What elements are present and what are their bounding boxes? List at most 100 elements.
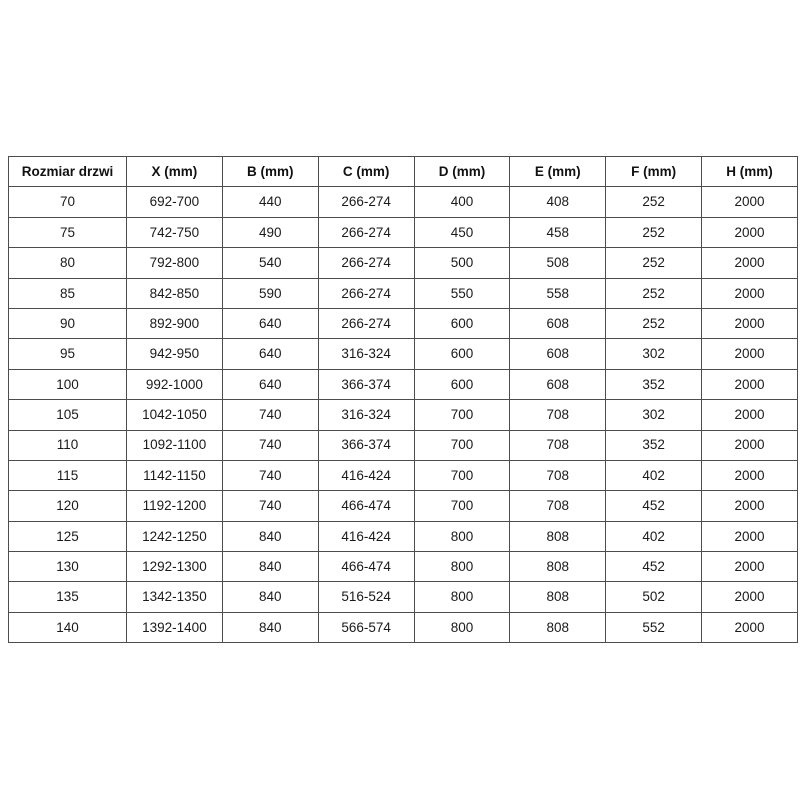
- table-cell: 402: [605, 459, 703, 492]
- table-cell: 266-274: [317, 216, 415, 249]
- table-cell: 266-274: [317, 186, 415, 218]
- table-cell: 708: [509, 490, 607, 522]
- table-cell: 302: [605, 338, 703, 370]
- table-cell: 808: [509, 611, 607, 644]
- table-cell: 140: [8, 611, 127, 644]
- table-row: 95 942-950 640 316-324 600 608 302 2000: [8, 338, 798, 370]
- table-row: 110 1092-1100 740 366-374 700 708 352 2000: [8, 429, 798, 461]
- table-row: 90 892-900 640 266-274 600 608 252 2000: [8, 307, 798, 340]
- table-cell: 452: [605, 551, 703, 583]
- table-cell: 708: [509, 399, 607, 431]
- table-cell: 508: [509, 247, 607, 279]
- table-row: 80 792-800 540 266-274 500 508 252 2000: [8, 247, 798, 279]
- table-cell: 742-750: [126, 216, 223, 249]
- table-cell: 566-574: [317, 611, 415, 644]
- table-cell: 708: [509, 459, 607, 492]
- table-cell: 840: [221, 551, 319, 583]
- table-cell: 252: [605, 277, 703, 309]
- table-row: 140 1392-1400 840 566-574 800 808 552 2000: [8, 611, 798, 644]
- table-cell: 740: [221, 459, 319, 492]
- table-cell: 440: [221, 186, 319, 218]
- table-row: 70 692-700 440 266-274 400 408 252 2000: [8, 186, 798, 218]
- table-cell: 352: [605, 368, 703, 401]
- table-cell: 366-374: [317, 429, 415, 461]
- table-row: 75 742-750 490 266-274 450 458 252 2000: [8, 216, 798, 249]
- table-cell: 2000: [701, 429, 798, 461]
- table-cell: 600: [413, 307, 511, 340]
- table-cell: 1092-1100: [126, 429, 223, 461]
- table-cell: 135: [8, 581, 127, 613]
- table-cell: 2000: [701, 611, 798, 644]
- column-header: Rozmiar drzwi: [8, 155, 127, 188]
- table-row: 105 1042-1050 740 316-324 700 708 302 2000: [8, 399, 798, 431]
- table-cell: 708: [509, 429, 607, 461]
- table-cell: 252: [605, 307, 703, 340]
- table-cell: 80: [8, 247, 127, 279]
- table-cell: 552: [605, 611, 703, 644]
- table-cell: 808: [509, 551, 607, 583]
- column-header: E (mm): [509, 155, 607, 188]
- table-cell: 120: [8, 490, 127, 522]
- header-row: Rozmiar drzwi X (mm) B (mm) C (mm) D (mm) E (…: [8, 155, 798, 188]
- table-cell: 692-700: [126, 186, 223, 218]
- table-row: 135 1342-1350 840 516-524 800 808 502 2000: [8, 581, 798, 613]
- table-cell: 792-800: [126, 247, 223, 279]
- column-header: F (mm): [605, 155, 703, 188]
- table-cell: 2000: [701, 277, 798, 309]
- column-header: B (mm): [221, 155, 319, 188]
- table-cell: 402: [605, 520, 703, 553]
- table-cell: 2000: [701, 399, 798, 431]
- table-cell: 110: [8, 429, 127, 461]
- table-cell: 85: [8, 277, 127, 309]
- table-cell: 2000: [701, 186, 798, 218]
- table-cell: 366-374: [317, 368, 415, 401]
- column-header: H (mm): [701, 155, 798, 188]
- table-cell: 490: [221, 216, 319, 249]
- door-size-table: Rozmiar drzwi X (mm) B (mm) C (mm) D (mm) E (…: [8, 155, 798, 644]
- table-cell: 808: [509, 581, 607, 613]
- table-cell: 252: [605, 216, 703, 249]
- table-cell: 740: [221, 490, 319, 522]
- table-cell: 2000: [701, 581, 798, 613]
- table-cell: 1242-1250: [126, 520, 223, 553]
- table-cell: 740: [221, 399, 319, 431]
- table-cell: 252: [605, 247, 703, 279]
- table-cell: 892-900: [126, 307, 223, 340]
- table-cell: 590: [221, 277, 319, 309]
- table-cell: 800: [413, 551, 511, 583]
- table-cell: 502: [605, 581, 703, 613]
- table-cell: 115: [8, 459, 127, 492]
- column-header: X (mm): [126, 155, 223, 188]
- table-cell: 2000: [701, 247, 798, 279]
- table-cell: 2000: [701, 338, 798, 370]
- table-cell: 400: [413, 186, 511, 218]
- table-row: 100 992-1000 640 366-374 600 608 352 2000: [8, 368, 798, 401]
- table-cell: 540: [221, 247, 319, 279]
- table-cell: 640: [221, 338, 319, 370]
- table-cell: 800: [413, 581, 511, 613]
- table-row: 85 842-850 590 266-274 550 558 252 2000: [8, 277, 798, 309]
- table-cell: 500: [413, 247, 511, 279]
- table-cell: 840: [221, 611, 319, 644]
- table-cell: 640: [221, 368, 319, 401]
- table-cell: 2000: [701, 216, 798, 249]
- table-cell: 316-324: [317, 399, 415, 431]
- table-cell: 452: [605, 490, 703, 522]
- table-cell: 608: [509, 368, 607, 401]
- table-cell: 450: [413, 216, 511, 249]
- table-cell: 1042-1050: [126, 399, 223, 431]
- table-cell: 2000: [701, 490, 798, 522]
- table-cell: 130: [8, 551, 127, 583]
- table-cell: 2000: [701, 368, 798, 401]
- table-cell: 1142-1150: [126, 459, 223, 492]
- table-cell: 840: [221, 581, 319, 613]
- table-cell: 608: [509, 338, 607, 370]
- table-cell: 90: [8, 307, 127, 340]
- table-cell: 70: [8, 186, 127, 218]
- table-cell: 600: [413, 368, 511, 401]
- table-cell: 700: [413, 490, 511, 522]
- table-cell: 302: [605, 399, 703, 431]
- table-cell: 316-324: [317, 338, 415, 370]
- column-header: D (mm): [413, 155, 511, 188]
- table-row: 130 1292-1300 840 466-474 800 808 452 2000: [8, 551, 798, 583]
